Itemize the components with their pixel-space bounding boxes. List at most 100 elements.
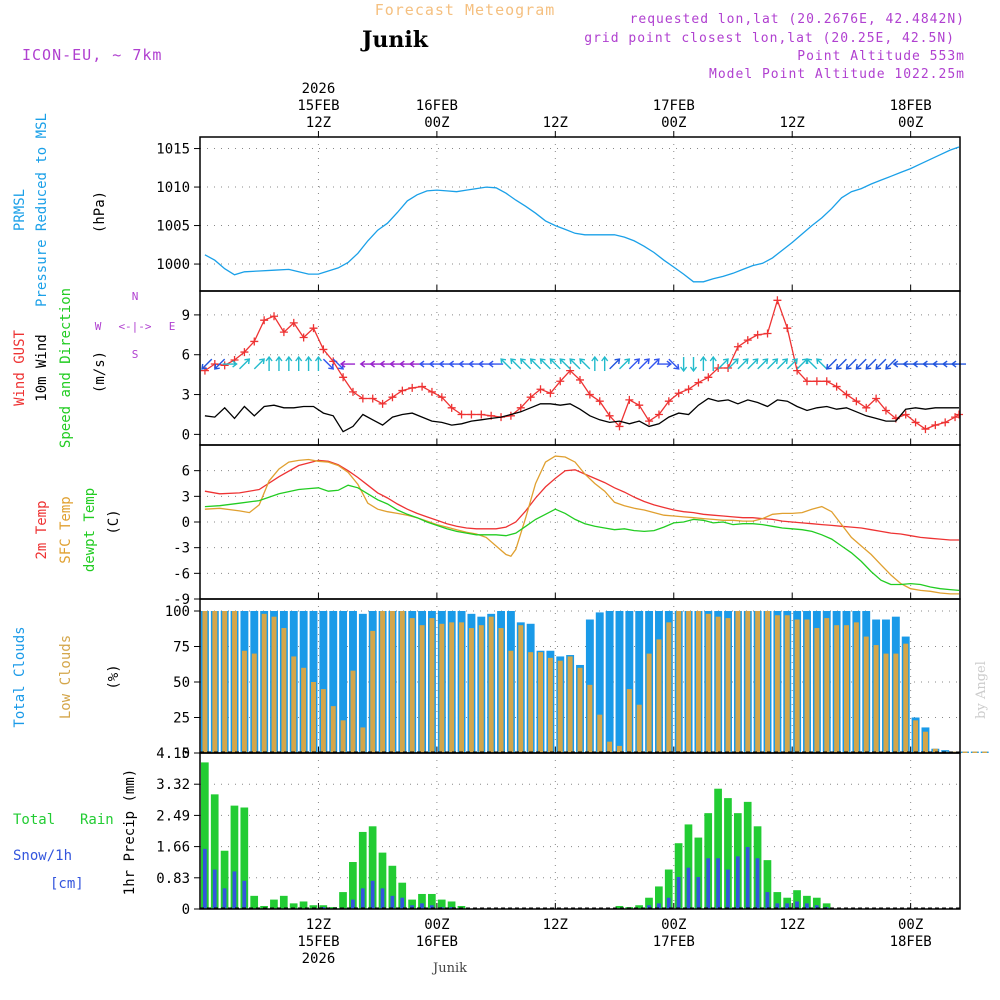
low-cloud-bar bbox=[547, 657, 553, 753]
cloud-ylabel-total: Total Clouds bbox=[12, 626, 28, 727]
ytick-label: 4.15 bbox=[156, 746, 190, 762]
ytick-label: 1.66 bbox=[156, 840, 190, 856]
wind-arrow bbox=[885, 358, 897, 370]
wind-ylabels: Wind GUST 10m Wind Speed and Direction (… bbox=[12, 288, 175, 448]
wind-ylabel-gust: Wind GUST bbox=[12, 330, 28, 406]
rain-bar bbox=[299, 901, 308, 909]
rain-bar bbox=[694, 837, 703, 909]
gust-marker bbox=[556, 377, 565, 386]
precip-label-rain: Rain bbox=[80, 812, 114, 828]
low-cloud-bar bbox=[498, 628, 504, 753]
pressure-unit: (hPa) bbox=[92, 191, 108, 233]
wind-arrow bbox=[709, 355, 717, 372]
gust-marker bbox=[595, 397, 604, 406]
snow-bar bbox=[726, 869, 730, 909]
compass-cross: <-|-> bbox=[118, 320, 151, 333]
snow-bar bbox=[242, 880, 247, 909]
low-cloud-bar bbox=[804, 619, 810, 753]
panel-frame bbox=[199, 752, 961, 910]
snow-bar bbox=[222, 888, 227, 909]
low-cloud-bar bbox=[370, 630, 376, 753]
series-line-dewpt-temp bbox=[204, 484, 960, 592]
gust-marker bbox=[408, 383, 417, 392]
wind-arrow bbox=[253, 358, 265, 370]
gust-marker bbox=[852, 397, 861, 406]
gust-marker bbox=[743, 336, 752, 345]
snow-bar bbox=[745, 846, 750, 909]
precip-label-cm: [cm] bbox=[50, 876, 84, 892]
compass-w: W bbox=[95, 320, 102, 333]
point-altitude: Point Altitude 553m bbox=[797, 49, 965, 64]
snow-bar bbox=[420, 903, 424, 909]
gust-marker bbox=[279, 328, 288, 337]
rain-bar bbox=[822, 903, 831, 909]
low-cloud-bar bbox=[320, 689, 326, 753]
axis-layer: 10001005101010150369630-3-6-902550751000… bbox=[156, 81, 931, 967]
pressure-ylabel-2: Pressure Reduced to MSL bbox=[34, 113, 50, 307]
rain-bar bbox=[398, 882, 407, 909]
ytick-label: 0.83 bbox=[156, 871, 190, 887]
model-point-altitude: Model Point Altitude 1022.25m bbox=[709, 67, 965, 82]
total-cloud-bar bbox=[358, 613, 367, 753]
precip-unit: 1hr Precip (mm) bbox=[122, 769, 138, 895]
cloud-ylabels: Total Clouds Low Clouds (%) bbox=[12, 626, 122, 727]
ytick-label: 1010 bbox=[156, 180, 190, 196]
model-label: ICON-EU, ~ 7km bbox=[22, 46, 162, 64]
wind-arrow bbox=[767, 358, 779, 370]
ytick-label: 1000 bbox=[156, 257, 190, 273]
ytick-label: -6 bbox=[173, 566, 190, 582]
rain-bar bbox=[684, 824, 693, 909]
rain-bar bbox=[358, 831, 367, 909]
low-cloud-bar bbox=[301, 667, 307, 753]
snow-bar bbox=[202, 848, 207, 909]
ytick-label: 6 bbox=[182, 348, 190, 364]
low-cloud-bar bbox=[656, 639, 662, 753]
rain-bar bbox=[812, 897, 821, 909]
low-cloud-bar bbox=[222, 611, 228, 753]
snow-bar bbox=[805, 903, 809, 909]
precip-label-total: Total bbox=[13, 812, 55, 828]
low-cloud-bar bbox=[439, 623, 445, 753]
wind-arrow bbox=[500, 358, 512, 370]
wind-arrow bbox=[339, 360, 356, 368]
total-cloud-bar bbox=[595, 612, 604, 753]
ytick-label: 0 bbox=[182, 515, 190, 531]
low-cloud-bar bbox=[380, 611, 386, 753]
ytick-label: 2.49 bbox=[156, 808, 190, 824]
temp-ylabel-sfc: SFC Temp bbox=[58, 496, 74, 563]
grid-layer bbox=[200, 137, 960, 910]
low-cloud-bar bbox=[488, 616, 494, 753]
low-cloud-bar bbox=[824, 618, 830, 753]
wind-arrow bbox=[845, 358, 857, 370]
snow-bar bbox=[686, 867, 691, 909]
low-cloud-bar bbox=[725, 618, 731, 753]
wind-arrow bbox=[510, 358, 522, 370]
top-time-label: 12Z bbox=[780, 115, 805, 131]
rain-bar bbox=[200, 762, 209, 909]
wind-arrow bbox=[201, 358, 213, 370]
wind-arrow bbox=[322, 358, 335, 370]
low-cloud-bar bbox=[863, 636, 869, 753]
low-cloud-bar bbox=[626, 689, 632, 753]
compass-e: E bbox=[169, 320, 176, 333]
gust-marker bbox=[941, 418, 950, 427]
low-cloud-bar bbox=[340, 720, 346, 753]
low-cloud-bar bbox=[646, 653, 652, 753]
snow-bar bbox=[212, 869, 217, 909]
rain-bar bbox=[773, 892, 782, 909]
wind-arrow bbox=[747, 358, 759, 370]
wind-arrow bbox=[786, 358, 798, 370]
snow-bar bbox=[735, 856, 740, 909]
snow-bar bbox=[775, 903, 780, 909]
credit-watermark: by Angel bbox=[974, 661, 989, 719]
low-cloud-bar bbox=[271, 616, 277, 753]
wind-arrow bbox=[757, 358, 769, 370]
gust-marker bbox=[447, 403, 456, 412]
wind-arrow bbox=[950, 360, 967, 368]
gust-marker bbox=[576, 375, 584, 384]
gust-marker bbox=[299, 333, 308, 342]
gust-marker bbox=[250, 337, 259, 346]
gust-marker bbox=[862, 403, 871, 412]
snow-bar bbox=[716, 858, 720, 909]
gust-marker bbox=[289, 318, 298, 327]
